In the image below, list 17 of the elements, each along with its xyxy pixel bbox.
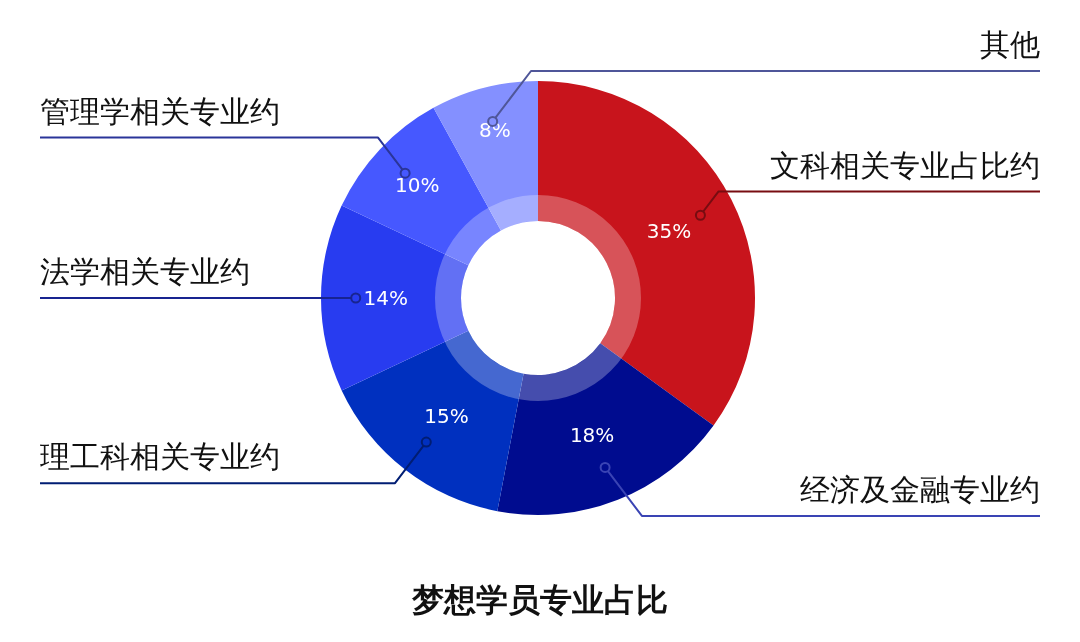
slice-label: 法学相关专业约 — [40, 254, 250, 289]
slice-label: 理工科相关专业约 — [40, 439, 280, 475]
data-label: 14% — [363, 286, 409, 310]
data-label: 18% — [569, 422, 615, 447]
donut-slice — [497, 343, 714, 515]
donut-slice — [538, 81, 755, 426]
data-label: 35% — [646, 219, 692, 244]
donut-slice — [321, 205, 469, 391]
slice-label: 其他 — [980, 27, 1040, 62]
text: 梦想学员专业占比 — [411, 581, 668, 620]
data-label: 8% — [478, 117, 511, 142]
data-label: 15% — [424, 403, 469, 428]
slice-label: 文科相关专业占比约 — [770, 147, 1040, 183]
slice-label: 经济及金融专业约 — [800, 471, 1040, 507]
data-label: 10% — [394, 172, 440, 197]
slice-label: 管理学相关专业约 — [40, 93, 280, 129]
donut-slice — [341, 330, 524, 512]
